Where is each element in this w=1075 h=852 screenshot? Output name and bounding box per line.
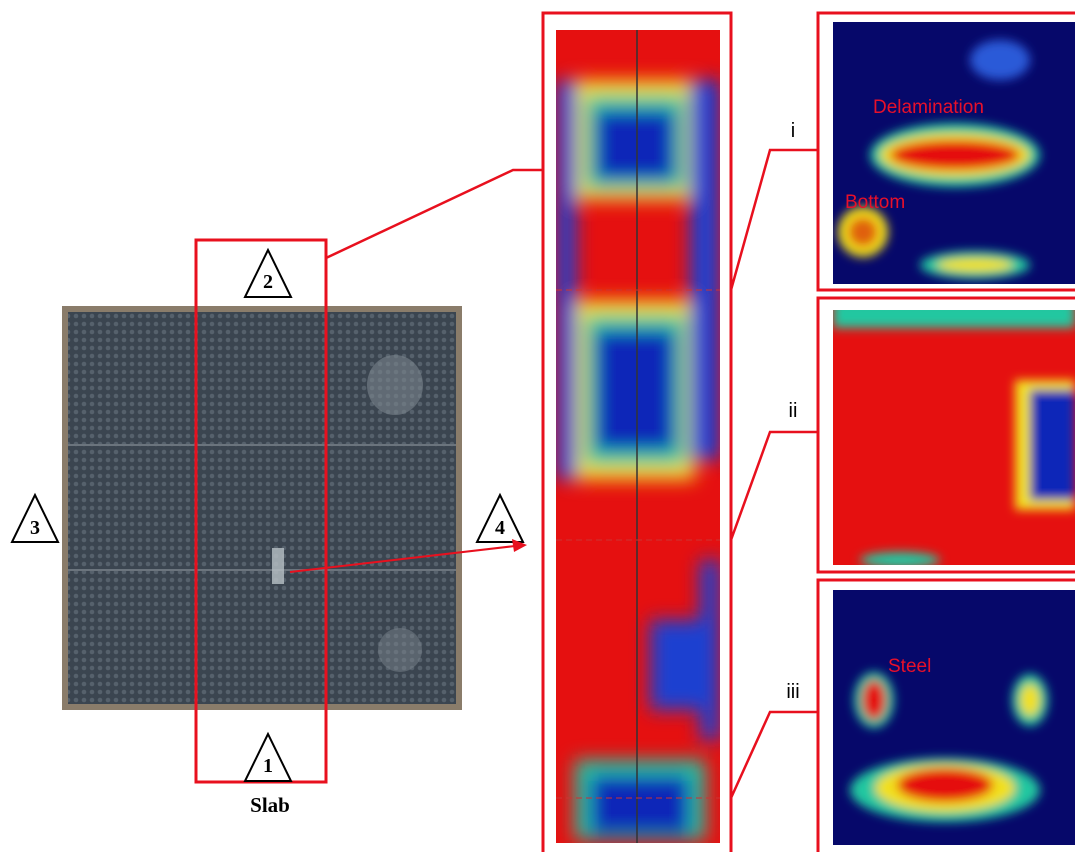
slab-photo xyxy=(62,306,462,710)
figure: 2 1 3 4 Slab xyxy=(0,0,1075,852)
marker-label: 1 xyxy=(263,755,273,777)
connector xyxy=(731,432,818,540)
panel-label: iii xyxy=(786,681,799,703)
panel-label: i xyxy=(791,120,795,142)
panel-image xyxy=(833,590,1075,845)
annotation: Bottom xyxy=(845,192,905,213)
marker-label: 3 xyxy=(30,517,40,539)
annotation: Steel xyxy=(888,656,931,677)
marker-label: 4 xyxy=(495,517,505,539)
scan-image xyxy=(556,30,720,843)
connector xyxy=(731,150,818,290)
panel-image xyxy=(833,300,1075,568)
connector xyxy=(326,170,543,258)
connector xyxy=(731,712,818,798)
annotation: Delamination xyxy=(873,97,984,118)
marker-label: 2 xyxy=(263,271,273,293)
slab-label: Slab xyxy=(250,793,290,817)
panel-image xyxy=(833,22,1075,284)
panel-label: ii xyxy=(789,400,798,422)
